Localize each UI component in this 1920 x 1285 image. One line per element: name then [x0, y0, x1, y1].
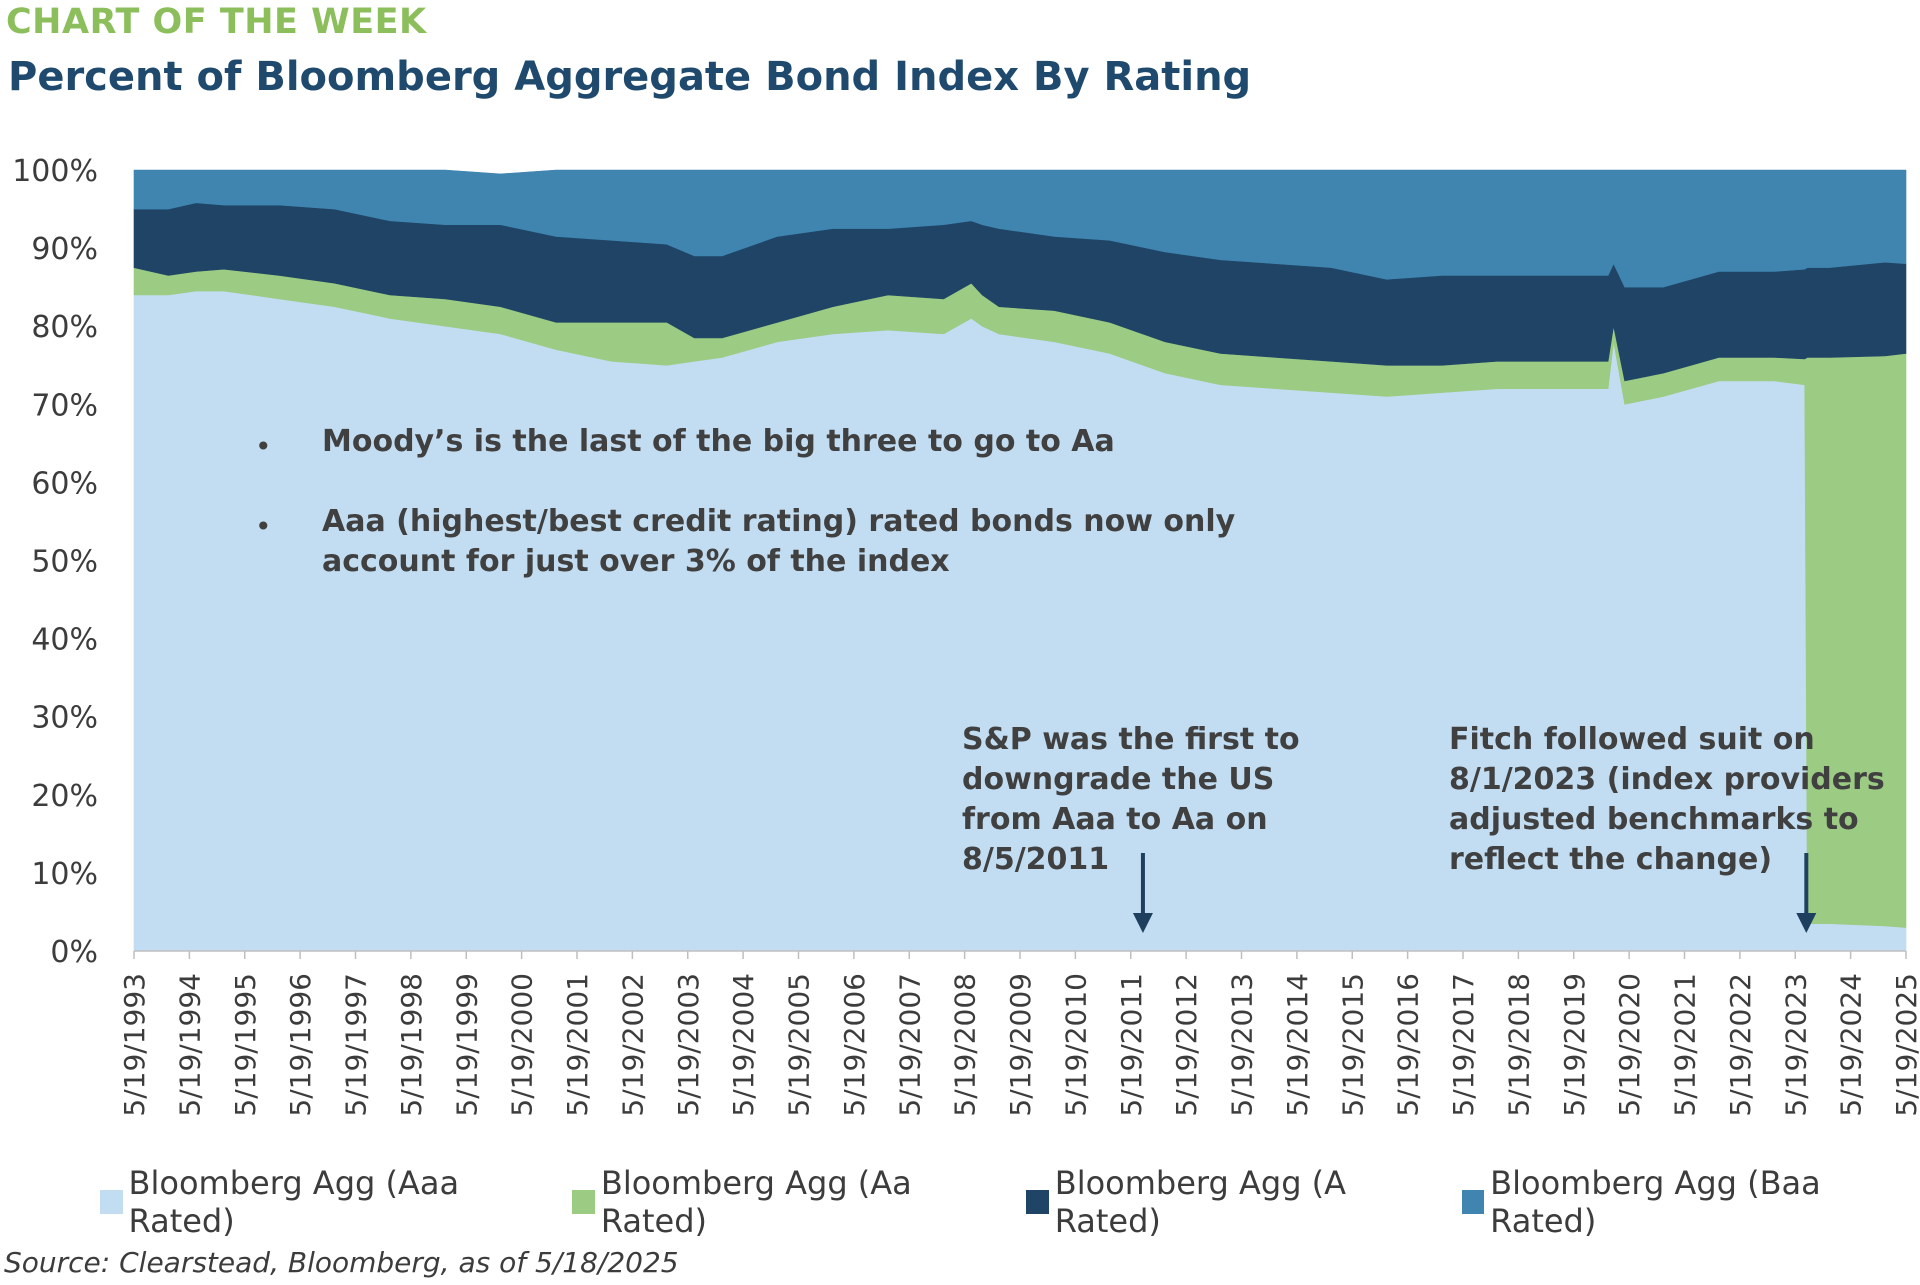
fitch-annotation-line-4: reflect the change): [1449, 842, 1773, 877]
x-tick-label: 5/19/2014: [1281, 973, 1314, 1117]
kicker: CHART OF THE WEEK: [6, 2, 427, 42]
legend-swatch-aa: [572, 1190, 595, 1214]
x-tick-label: 5/19/2006: [838, 973, 871, 1117]
x-tick-label: 5/19/2025: [1890, 973, 1920, 1117]
y-tick-label: 90%: [31, 232, 98, 267]
source-note: Source: Clearstead, Bloomberg, as of 5/1…: [4, 1246, 679, 1279]
x-tick-label: 5/19/2001: [561, 973, 594, 1117]
fitch-annotation-line-3: adjusted benchmarks to: [1449, 802, 1859, 837]
y-tick-label: 80%: [31, 310, 98, 345]
series-area-baa: [133, 169, 1907, 288]
x-tick-label: 5/19/1997: [340, 973, 373, 1117]
y-tick-label: 100%: [12, 154, 98, 189]
x-tick-label: 5/19/2021: [1669, 973, 1702, 1117]
x-tick-label: 5/19/2013: [1226, 973, 1259, 1117]
fitch-arrow-head: [1796, 913, 1817, 933]
bullet-dot-2: •: [255, 510, 272, 543]
legend-swatch-aaa: [100, 1190, 123, 1214]
legend-label-aa: Bloomberg Agg (Aa Rated): [600, 1164, 912, 1240]
y-tick-label: 50%: [31, 545, 98, 580]
legend-swatch-a: [1026, 1190, 1049, 1214]
fitch-annotation-line-2: 8/1/2023 (index providers: [1449, 762, 1885, 797]
x-tick-label: 5/19/1998: [395, 973, 428, 1117]
sp-annotation-line-3: from Aaa to Aa on: [962, 802, 1268, 837]
x-tick-label: 5/19/2012: [1170, 973, 1203, 1117]
legend-label-a: Bloomberg Agg (A Rated): [1054, 1164, 1347, 1240]
x-tick-label: 5/19/2016: [1392, 973, 1425, 1117]
y-tick-label: 30%: [31, 701, 98, 736]
x-tick-label: 5/19/2008: [949, 973, 982, 1117]
x-tick-label: 5/19/2011: [1115, 973, 1148, 1117]
fitch-annotation: Fitch followed suit on 8/1/2023 (index p…: [1449, 720, 1885, 880]
y-tick-label: 60%: [31, 466, 98, 501]
legend-label-aaa: Bloomberg Agg (Aaa Rated): [128, 1164, 460, 1240]
x-tick-label: 5/19/1994: [173, 973, 206, 1117]
legend-swatch-baa: [1461, 1190, 1485, 1214]
bullet-dot-1: •: [255, 430, 272, 463]
y-tick-label: 10%: [31, 857, 98, 892]
x-tick-label: 5/19/2009: [1004, 973, 1037, 1117]
x-tick-label: 5/19/2000: [506, 973, 539, 1117]
x-tick-label: 5/19/2010: [1059, 973, 1092, 1117]
y-tick-label: 0%: [50, 935, 98, 970]
x-tick-label: 5/19/2017: [1447, 973, 1480, 1117]
legend: Bloomberg Agg (Aaa Rated) Bloomberg Agg …: [100, 1164, 1920, 1240]
sp-annotation: S&P was the first to downgrade the US fr…: [962, 720, 1300, 880]
y-tick-label: 20%: [31, 779, 98, 814]
legend-item-a: Bloomberg Agg (A Rated): [1026, 1164, 1437, 1240]
sp-annotation-line-1: S&P was the first to: [962, 722, 1300, 757]
x-tick-label: 5/19/2002: [616, 973, 649, 1117]
x-tick-label: 5/19/2007: [893, 973, 926, 1117]
note-bullet-2-line-2: account for just over 3% of the index: [322, 544, 950, 579]
x-tick-label: 5/19/2020: [1613, 973, 1646, 1117]
x-tick-label: 5/19/2022: [1724, 973, 1757, 1117]
x-tick-label: 5/19/2023: [1779, 973, 1812, 1117]
note-bullet-2: Aaa (highest/best credit rating) rated b…: [322, 502, 1235, 582]
x-tick-label: 5/19/2004: [727, 973, 760, 1117]
legend-item-aaa: Bloomberg Agg (Aaa Rated): [100, 1164, 548, 1240]
legend-label-baa: Bloomberg Agg (Baa Rated): [1490, 1164, 1821, 1240]
note-bullet-2-line-1: Aaa (highest/best credit rating) rated b…: [322, 504, 1236, 539]
x-tick-label: 5/19/1999: [450, 973, 483, 1117]
chart-title: Percent of Bloomberg Aggregate Bond Inde…: [8, 54, 1252, 100]
x-tick-label: 5/19/2015: [1336, 973, 1369, 1117]
x-tick-label: 5/19/2005: [783, 973, 816, 1117]
x-tick-label: 5/19/2019: [1558, 973, 1591, 1117]
x-tick-label: 5/19/2003: [672, 973, 705, 1117]
legend-item-aa: Bloomberg Agg (Aa Rated): [572, 1164, 1002, 1240]
x-tick-label: 5/19/2018: [1502, 973, 1535, 1117]
sp-arrow-head: [1132, 913, 1153, 933]
x-tick-label: 5/19/1993: [118, 973, 151, 1117]
legend-item-baa: Bloomberg Agg (Baa Rated): [1461, 1164, 1910, 1240]
y-tick-label: 70%: [31, 388, 98, 423]
y-tick-label: 40%: [31, 623, 98, 658]
fitch-annotation-line-1: Fitch followed suit on: [1449, 722, 1815, 757]
note-bullet-1: Moody’s is the last of the big three to …: [322, 424, 1115, 459]
x-tick-label: 5/19/1995: [229, 973, 262, 1117]
x-tick-label: 5/19/2024: [1835, 973, 1868, 1117]
sp-annotation-line-2: downgrade the US: [962, 762, 1275, 797]
stacked-area-chart: 0% 10% 20% 30% 40% 50% 60% 70% 80% 90% 100% 5/19/19…: [12, 154, 1920, 1117]
x-tick-label: 5/19/1996: [284, 973, 317, 1117]
sp-annotation-line-4: 8/5/2011: [962, 842, 1110, 877]
